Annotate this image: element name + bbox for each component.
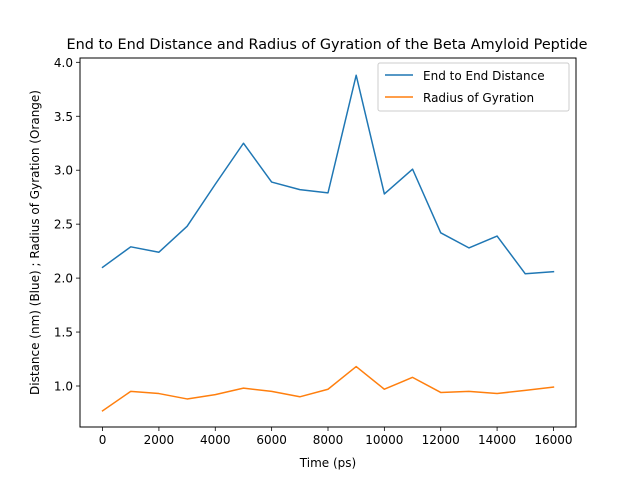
chart-title: End to End Distance and Radius of Gyrati…	[67, 37, 588, 53]
x-axis-label: Time (ps)	[299, 456, 356, 470]
x-tick-label: 12000	[422, 433, 460, 447]
x-tick-label: 16000	[534, 433, 572, 447]
y-tick-label: 2.5	[54, 218, 73, 232]
y-tick-label: 2.0	[54, 272, 73, 286]
x-tick-label: 4000	[200, 433, 231, 447]
x-axis: 0 2000 4000 6000 8000 10000 12000 14000 16000	[99, 427, 573, 447]
y-tick-label: 3.0	[54, 164, 73, 178]
x-tick-label: 8000	[313, 433, 344, 447]
x-tick-label: 0	[99, 433, 107, 447]
y-tick-label: 1.0	[54, 380, 73, 394]
y-axis-label: Distance (nm) (Blue) ; Radius of Gyratio…	[28, 90, 42, 395]
x-tick-label: 10000	[365, 433, 403, 447]
legend-label-radius-of-gyration: Radius of Gyration	[423, 91, 534, 105]
y-tick-label: 1.5	[54, 326, 73, 340]
legend-box	[377, 62, 570, 112]
y-axis: 1.0 1.5 2.0 2.5 3.0 3.5 4.0	[54, 56, 80, 394]
legend: End to End Distance Radius of Gyration	[377, 62, 570, 112]
x-tick-label: 14000	[478, 433, 516, 447]
x-tick-label: 6000	[256, 433, 287, 447]
legend-label-end-to-end-distance: End to End Distance	[423, 69, 545, 83]
y-tick-label: 4.0	[54, 56, 73, 70]
plot-area	[101, 74, 555, 412]
y-tick-label: 3.5	[54, 110, 73, 124]
x-tick-label: 2000	[144, 433, 175, 447]
